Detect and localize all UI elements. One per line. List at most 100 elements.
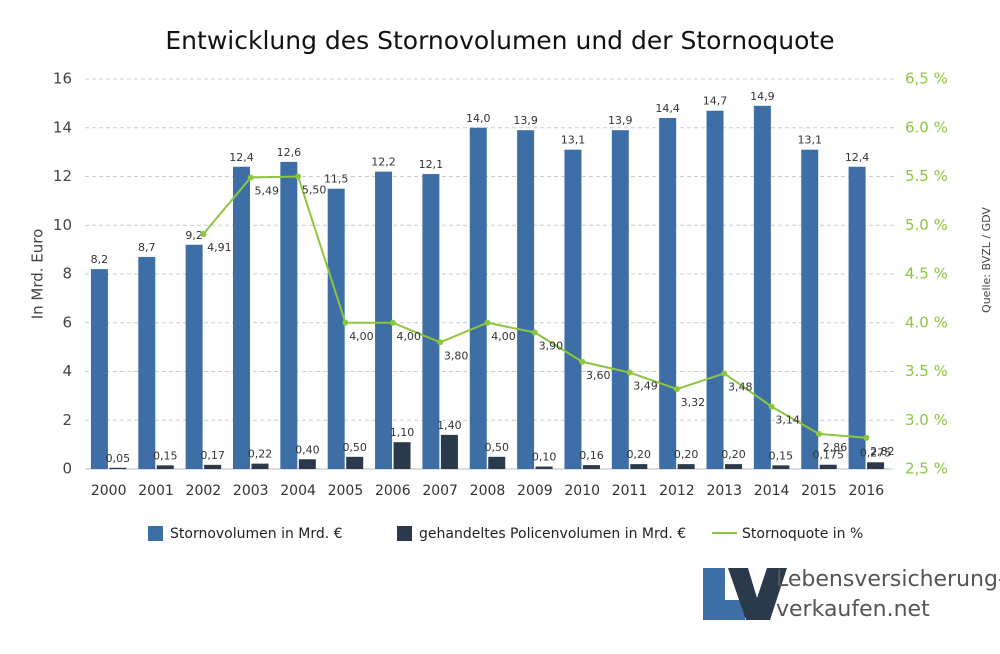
- bar: [90, 269, 108, 469]
- legend-label: Stornovolumen in Mrd. €: [170, 526, 343, 542]
- x-tick-label: 2003: [233, 483, 269, 499]
- legend-label: gehandeltes Policenvolumen in Mrd. €: [419, 526, 686, 542]
- x-tick-label: 2007: [422, 483, 458, 499]
- value-label: 0,50: [342, 441, 367, 454]
- x-tick-label: 2008: [470, 483, 506, 499]
- value-label: 12,6: [277, 146, 302, 159]
- value-label: 1,40: [437, 419, 462, 432]
- value-label: 0,10: [532, 451, 557, 464]
- bar: [440, 434, 458, 469]
- bar: [469, 127, 487, 469]
- bar: [867, 462, 885, 469]
- x-tick-label: 2014: [754, 483, 790, 499]
- y-tick-label: 0: [62, 460, 72, 478]
- x-tick-label: 2002: [186, 483, 222, 499]
- value-label: 0,05: [106, 452, 131, 465]
- value-label: 9,2: [185, 229, 203, 242]
- value-label: 0,175: [812, 449, 844, 462]
- bar: [185, 244, 203, 469]
- bar: [801, 149, 819, 469]
- value-label: 0,15: [769, 449, 794, 462]
- bar: [517, 130, 535, 469]
- logo-icon: [703, 568, 787, 620]
- point: [200, 231, 207, 238]
- value-label: 13,1: [561, 134, 586, 147]
- point: [437, 339, 444, 346]
- value-label: 13,9: [608, 114, 633, 127]
- value-label: 14,0: [466, 112, 491, 125]
- point: [721, 370, 728, 377]
- value-label: 0,40: [295, 443, 320, 456]
- y-tick-label: 2: [62, 411, 72, 429]
- y2-tick-label: 4.5 %: [905, 265, 948, 283]
- bar: [611, 130, 629, 469]
- value-label: 5,49: [254, 184, 279, 197]
- bar: [677, 464, 695, 469]
- value-label: 3,49: [633, 379, 658, 392]
- point: [626, 369, 633, 376]
- point: [863, 434, 870, 441]
- bar: [564, 149, 582, 469]
- value-label: 3,14: [775, 414, 800, 427]
- y-tick-label: 16: [53, 70, 72, 88]
- value-label: 2,82: [870, 445, 895, 458]
- point: [342, 319, 349, 326]
- value-label: 5,50: [302, 184, 327, 197]
- value-label: 13,1: [797, 134, 822, 147]
- value-label: 13,9: [513, 114, 538, 127]
- logo-text: verkaufen.net: [776, 597, 930, 622]
- x-tick-label: 2001: [138, 483, 174, 499]
- point: [815, 430, 822, 437]
- y2-tick-label: 4.0 %: [905, 313, 948, 331]
- y-tick-label: 8: [62, 265, 72, 283]
- bar: [156, 465, 174, 469]
- point: [531, 329, 538, 336]
- x-tick-label: 2000: [91, 483, 127, 499]
- value-label: 3,60: [586, 369, 611, 382]
- value-label: 1,10: [390, 426, 415, 439]
- point: [247, 174, 254, 181]
- bar: [819, 464, 837, 469]
- y2-tick-label: 5.0 %: [905, 216, 948, 234]
- bar: [659, 118, 677, 469]
- y2-tick-label: 6.0 %: [905, 118, 948, 136]
- bar: [535, 466, 553, 469]
- point: [673, 386, 680, 393]
- y-tick-label: 6: [62, 313, 72, 331]
- value-label: 14,9: [750, 90, 775, 103]
- x-tick-label: 2012: [659, 483, 695, 499]
- value-label: 0,16: [579, 449, 604, 462]
- chart-title: Entwicklung des Stornovolumen und der St…: [165, 26, 834, 55]
- bar: [375, 171, 393, 469]
- value-label: 0,20: [674, 448, 699, 461]
- value-label: 14,4: [655, 102, 680, 115]
- bar: [848, 166, 866, 469]
- bar: [753, 105, 771, 469]
- value-label: 0,17: [200, 449, 225, 462]
- legend-swatch: [397, 526, 412, 541]
- value-label: 3,80: [444, 349, 469, 362]
- point: [579, 358, 586, 365]
- value-label: 0,275: [860, 446, 892, 459]
- point: [484, 319, 491, 326]
- bar: [346, 456, 364, 469]
- bar: [232, 166, 250, 469]
- value-label: 4,00: [349, 330, 374, 343]
- value-label: 12,2: [371, 156, 396, 169]
- point: [768, 403, 775, 410]
- value-label: 0,15: [153, 449, 178, 462]
- value-label: 3,48: [728, 380, 753, 393]
- value-label: 12,1: [419, 158, 444, 171]
- value-label: 3,90: [539, 340, 564, 353]
- value-label: 4,00: [397, 330, 422, 343]
- x-tick-label: 2013: [706, 483, 742, 499]
- point: [389, 319, 396, 326]
- legend-label: Stornoquote in %: [742, 526, 863, 542]
- bar: [393, 442, 411, 469]
- value-label: 4,91: [207, 241, 232, 254]
- y2-tick-label: 3.5 %: [905, 362, 948, 380]
- bar: [280, 161, 298, 469]
- value-label: 0,20: [721, 448, 746, 461]
- bar: [204, 464, 222, 469]
